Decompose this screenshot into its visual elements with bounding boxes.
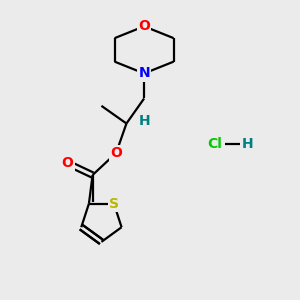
- Text: O: O: [61, 156, 74, 170]
- Text: S: S: [109, 196, 119, 211]
- Text: N: N: [138, 66, 150, 80]
- Text: H: H: [242, 137, 253, 151]
- Text: O: O: [110, 146, 122, 160]
- Text: O: O: [138, 19, 150, 33]
- Text: H: H: [138, 114, 150, 128]
- Text: Cl: Cl: [207, 137, 222, 151]
